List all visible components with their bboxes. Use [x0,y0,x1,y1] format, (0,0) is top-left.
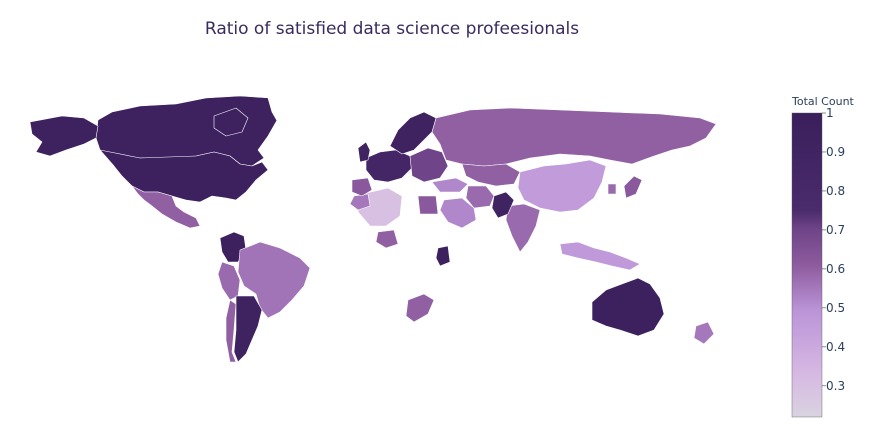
colorbar-tick-label: 0.4 [826,340,845,354]
region-egypt[interactable]: Egypt [417,195,439,215]
region-nigeria[interactable]: Nigeria [375,229,399,249]
colorbar-tick-label: 0.9 [826,145,845,159]
colorbar-tick-label: 0.8 [826,184,845,198]
colorbar-tick-label: 0.7 [826,223,845,237]
region-europe-east[interactable]: Europe East [409,147,449,183]
region-spain[interactable]: Spain [351,177,373,197]
colorbar-tick-label: 0.5 [826,301,845,315]
region-europe-west[interactable]: Europe West [365,149,413,183]
region-chile[interactable]: Chile [225,299,237,363]
colorbar-legend: Total Count 0.3 0.4 0.5 0.6 0.7 0.8 0.9 1 [791,95,855,418]
region-kazakhstan[interactable]: Kazakhstan [461,163,521,187]
region-india[interactable]: India [505,203,541,253]
region-morocco[interactable]: Morocco [349,193,371,211]
region-mexico[interactable]: Mexico [131,185,201,229]
colorbar-gradient [791,112,823,418]
region-turkey[interactable]: Turkey [431,177,469,193]
region-indonesia[interactable]: Indonesia [559,241,641,271]
region-japan[interactable]: Japan [623,175,643,199]
region-argentina[interactable]: Argentina [233,295,263,363]
region-peru[interactable]: Peru [217,261,241,301]
region-greenland[interactable]: Greenland [267,93,319,129]
world-map: CanadaUnited StatesAlaskaGreenlandMexico… [29,93,717,363]
region-russia[interactable]: Russia [431,107,717,167]
region-brazil[interactable]: Brazil [237,241,311,319]
region-scandinavia[interactable]: Scandinavia [389,111,437,155]
colorbar-tick-label: 0.6 [826,262,845,276]
colorbar-tick-label: 0.3 [826,379,845,393]
region-south-africa[interactable]: South Africa [405,293,435,323]
region-australia[interactable]: Australia [591,277,665,337]
region-new-zealand[interactable]: New Zealand [693,321,715,345]
region-china[interactable]: China [517,159,607,213]
chart-title: Ratio of satisfied data science profeesi… [205,19,579,39]
region-algeria[interactable]: Algeria [357,187,403,227]
region-iran[interactable]: Iran [465,185,495,209]
region-south-korea[interactable]: South Korea [607,183,617,195]
region-pakistan[interactable]: Pakistan [491,191,515,219]
region-united-kingdom[interactable]: United Kingdom [357,141,371,163]
region-saudi-arabia[interactable]: Saudi Arabia [439,197,477,229]
colorbar-tick-label: 1 [826,106,834,120]
region-alaska[interactable]: Alaska [29,115,99,157]
colorbar-title: Total Count [791,95,855,108]
region-kenya[interactable]: Kenya [435,245,451,267]
